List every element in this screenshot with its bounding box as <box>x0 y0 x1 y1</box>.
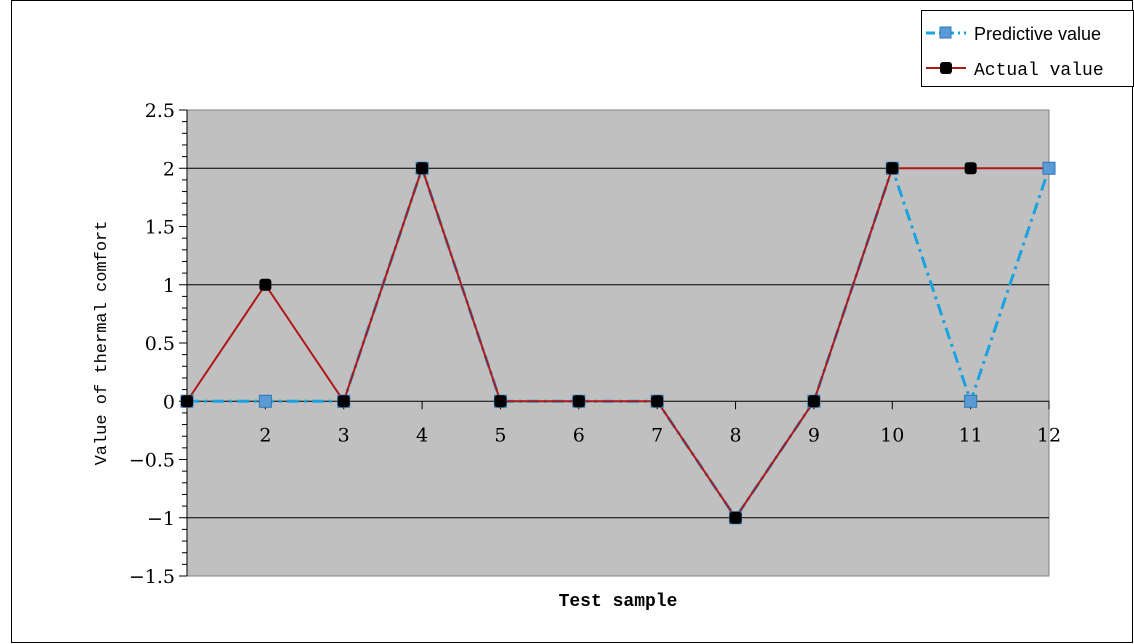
legend-label-actual: Actual value <box>974 61 1104 81</box>
point-actual <box>651 395 664 408</box>
x-tick-label: 6 <box>573 424 585 446</box>
x-tick-label: 10 <box>880 424 904 446</box>
y-tick-label: 0 <box>163 391 175 413</box>
x-tick-label: 2 <box>259 424 271 446</box>
y-tick-label: 0.5 <box>145 333 175 355</box>
series-layer <box>180 161 1056 525</box>
y-tick-label: 2 <box>163 158 175 180</box>
point-predictive <box>964 394 978 408</box>
x-tick-label: 3 <box>338 424 350 446</box>
legend-item-predictive: Predictive value <box>926 24 1101 44</box>
x-tick-label: 7 <box>651 424 663 446</box>
y-tick-label: 1.5 <box>145 217 175 239</box>
legend: Predictive value Actual value <box>921 10 1134 87</box>
y-axis-title: Value of thermal comfort <box>93 221 112 466</box>
point-actual <box>572 395 585 408</box>
point-actual <box>337 395 350 408</box>
x-tick-label: 5 <box>494 424 506 446</box>
series-line-actual <box>186 165 1049 520</box>
legend-marker-predictive <box>939 26 952 39</box>
point-actual <box>729 511 742 524</box>
legend-box <box>921 10 1134 87</box>
point-actual <box>494 395 507 408</box>
point-actual <box>807 395 820 408</box>
y-tick-label: −1 <box>147 508 175 530</box>
x-tick-label: 9 <box>808 424 820 446</box>
x-tick-label: 12 <box>1037 424 1061 446</box>
y-tick-label: 1 <box>163 275 175 297</box>
plot-area <box>186 109 1050 577</box>
point-predictive <box>1042 161 1056 175</box>
x-axis-title: Test sample <box>559 592 678 612</box>
x-tick-label: 11 <box>959 424 983 446</box>
y-tick-label: −0.5 <box>129 450 175 472</box>
legend-marker-actual <box>940 62 952 74</box>
point-actual <box>964 162 977 175</box>
point-actual <box>259 278 272 291</box>
y-tick-label: −1.5 <box>129 566 175 588</box>
point-actual <box>416 162 429 175</box>
point-actual <box>886 162 899 175</box>
series-line-predictive <box>187 163 1051 521</box>
legend-item-actual: Actual value <box>926 61 1104 81</box>
x-tick-label: 4 <box>416 424 428 446</box>
point-predictive <box>258 394 272 408</box>
x-tick-label: 8 <box>729 424 741 446</box>
legend-label-predictive: Predictive value <box>974 24 1101 44</box>
y-axis: 2.5 2 1.5 1 0.5 0 −0.5 −1 −1.5 <box>129 100 188 588</box>
point-actual <box>181 395 193 408</box>
y-tick-label: 2.5 <box>145 100 175 122</box>
